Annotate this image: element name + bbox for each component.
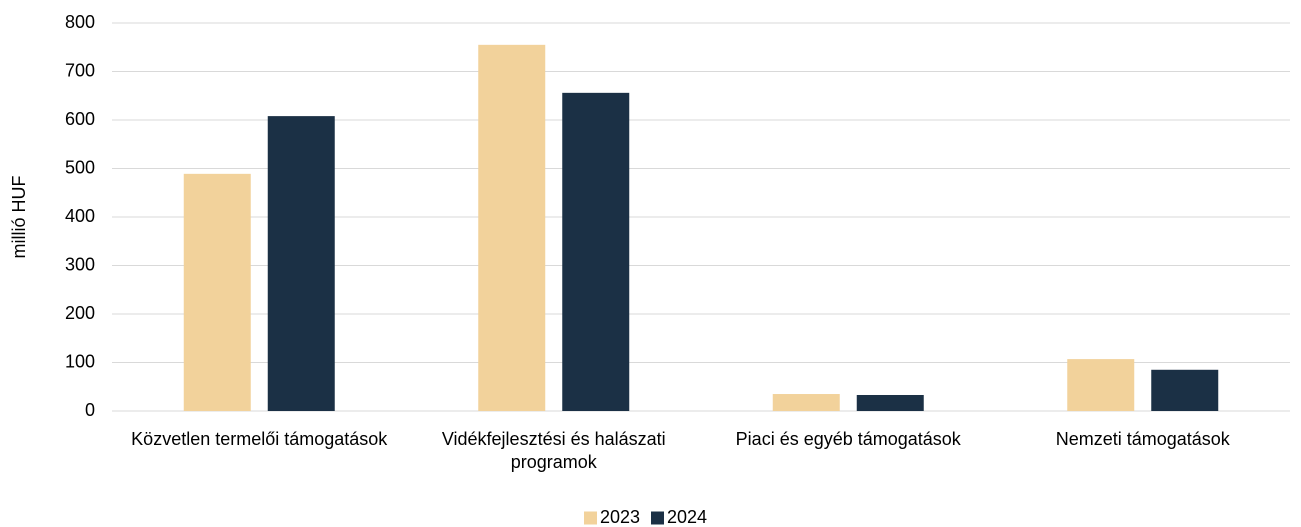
legend-swatch	[584, 511, 597, 525]
y-tick-label: 100	[65, 351, 95, 371]
bar	[856, 394, 924, 411]
bar	[267, 116, 335, 412]
y-tick-label: 200	[65, 303, 95, 323]
x-tick-label: Piaci és egyéb támogatások	[735, 429, 961, 449]
bar	[183, 173, 251, 411]
y-tick-label: 400	[65, 206, 95, 226]
y-tick-label: 500	[65, 157, 95, 177]
legend-label: 2024	[667, 507, 707, 527]
y-tick-label: 300	[65, 254, 95, 274]
y-tick-label: 800	[65, 12, 95, 32]
bar	[478, 44, 546, 411]
bar	[1151, 369, 1219, 411]
x-tick-label: Vidékfejlesztési és halászati programok	[441, 429, 666, 472]
x-tick-label: Közvetlen termelői támogatások	[131, 429, 388, 449]
y-tick-label: 700	[65, 60, 95, 80]
x-tick-label: Nemzeti támogatások	[1055, 429, 1230, 449]
legend-swatch	[651, 511, 664, 525]
y-tick-label: 0	[85, 400, 95, 420]
bar	[1067, 359, 1135, 411]
y-tick-label: 600	[65, 109, 95, 129]
legend-label: 2023	[600, 507, 640, 527]
bar	[772, 394, 840, 411]
y-axis-label: millió HUF	[9, 176, 29, 259]
bar	[562, 92, 630, 411]
